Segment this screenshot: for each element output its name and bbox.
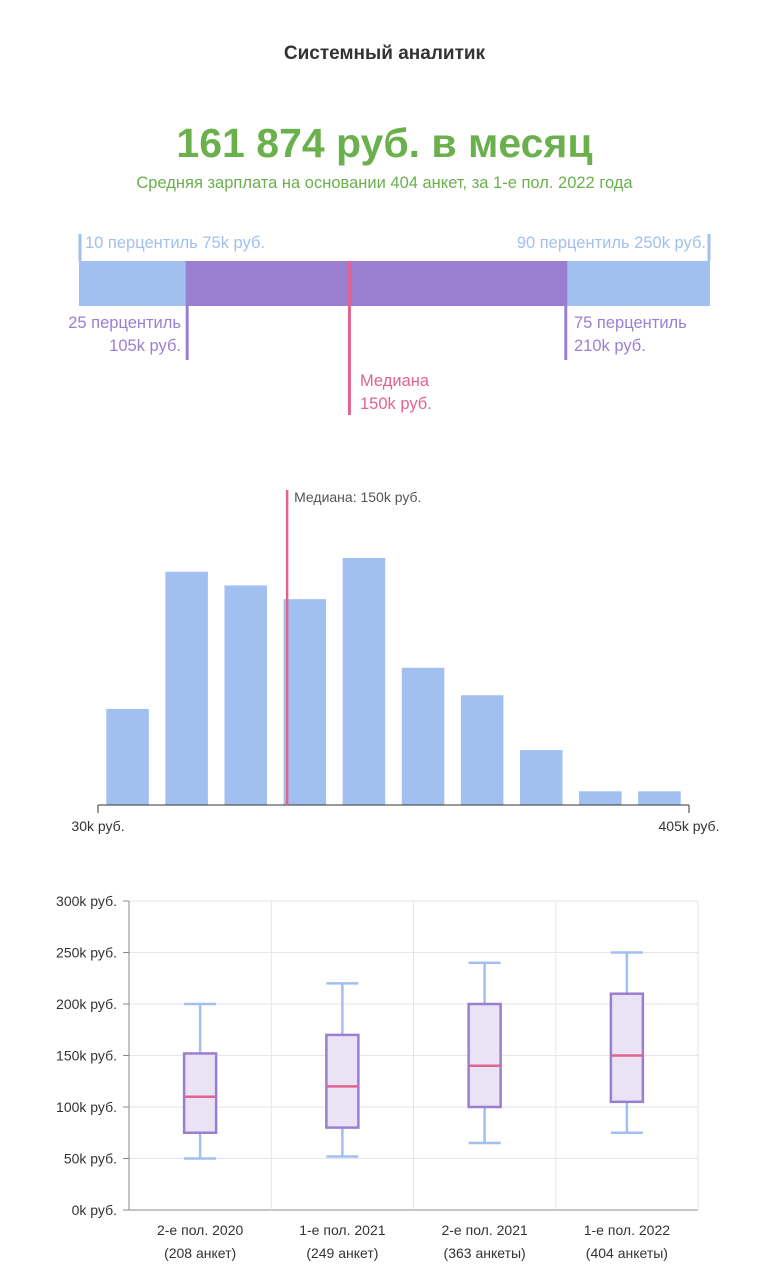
iqr-box — [182, 1052, 218, 1134]
average-salary-headline: 161 874 руб. в месяц — [176, 120, 593, 166]
boxplot-items — [182, 951, 645, 1160]
boxplot-x-axis: 2-е пол. 2020 (208 анкет) 1-е пол. 2021 (24… — [157, 1222, 670, 1261]
y-axis-tick-label: 250k руб. — [56, 945, 117, 961]
salary-histogram: 30k руб. 405k руб. Медиана: 150k руб. — [71, 489, 720, 834]
p25-label-line1: 25 перцентиль — [68, 314, 181, 332]
boxplot-item — [182, 1002, 218, 1160]
x-axis-label-count: (404 анкеты) — [586, 1245, 668, 1261]
y-axis-tick-label: 300k руб. — [56, 893, 117, 909]
p75-label-line1: 75 перцентиль — [574, 314, 687, 332]
histogram-median-label: Медиана: 150k руб. — [294, 489, 421, 505]
histogram-bar — [579, 791, 622, 805]
p25-label: 25 перцентиль 105k руб. — [68, 312, 181, 358]
median-label-line2: 150k руб. — [360, 395, 432, 413]
x-axis-label-count: (208 анкет) — [164, 1245, 236, 1261]
histogram-tick-label-max: 405k руб. — [659, 818, 720, 834]
boxplot-item — [609, 951, 645, 1134]
histogram-bar — [165, 571, 208, 805]
x-axis-label-period: 1-е пол. 2021 — [299, 1222, 385, 1238]
histogram-bar — [519, 750, 563, 805]
p75-label: 75 перцентиль 210k руб. — [574, 312, 687, 358]
histogram-bar — [342, 558, 386, 805]
y-axis-tick-label: 200k руб. — [56, 996, 117, 1012]
p90-label: 90 перцентиль 250k руб. — [516, 234, 706, 252]
boxplot-item — [325, 982, 360, 1158]
histogram-tick-label-min: 30k руб. — [71, 818, 124, 834]
x-axis-label-period: 1-е пол. 2022 — [584, 1222, 670, 1238]
median-label-line1: Медиана — [360, 372, 430, 390]
percentile-range-svg — [78, 234, 711, 415]
salary-boxplot: 0k руб. 50k руб. 100k руб. 150k руб. 200k ру… — [56, 893, 699, 1261]
x-axis-label-period: 2-е пол. 2020 — [157, 1222, 243, 1238]
average-salary-subtitle: Средняя зарплата на основании 404 анкет,… — [136, 174, 633, 192]
boxplot-item — [467, 961, 502, 1145]
job-title: Системный аналитик — [283, 43, 486, 64]
iqr-box — [609, 992, 645, 1104]
histogram-bar — [401, 667, 445, 805]
p25-label-line2: 105k руб. — [109, 337, 181, 355]
x-axis-label-period: 2-е пол. 2021 — [441, 1222, 527, 1238]
histogram-bars — [106, 558, 681, 805]
y-axis-tick-label: 50k руб. — [64, 1151, 117, 1167]
p75-label-line2: 210k руб. — [574, 337, 646, 355]
histogram-bar — [224, 585, 268, 805]
iqr-box — [325, 1033, 360, 1129]
boxplot-y-axis: 0k руб. 50k руб. 100k руб. 150k руб. 200k ру… — [56, 893, 129, 1218]
x-axis-label-count: (249 анкет) — [306, 1245, 378, 1261]
y-axis-tick-label: 100k руб. — [56, 1099, 117, 1115]
histogram-bar — [106, 708, 149, 805]
median-label: Медиана 150k руб. — [360, 370, 432, 416]
p10-label: 10 перцентиль 75k руб. — [85, 234, 266, 252]
y-axis-tick-label: 150k руб. — [56, 1048, 117, 1064]
y-axis-tick-label: 0k руб. — [72, 1202, 117, 1218]
iqr-box — [467, 1002, 502, 1109]
percentile-range-chart: 10 перцентиль 75k руб. 90 перцентиль 250… — [0, 225, 769, 425]
histogram-bar — [283, 599, 327, 805]
p25-p75-range-bar — [187, 261, 566, 306]
histogram-bar — [460, 695, 504, 805]
x-axis-label-count: (363 анкеты) — [444, 1245, 526, 1261]
histogram-bar — [638, 791, 681, 805]
